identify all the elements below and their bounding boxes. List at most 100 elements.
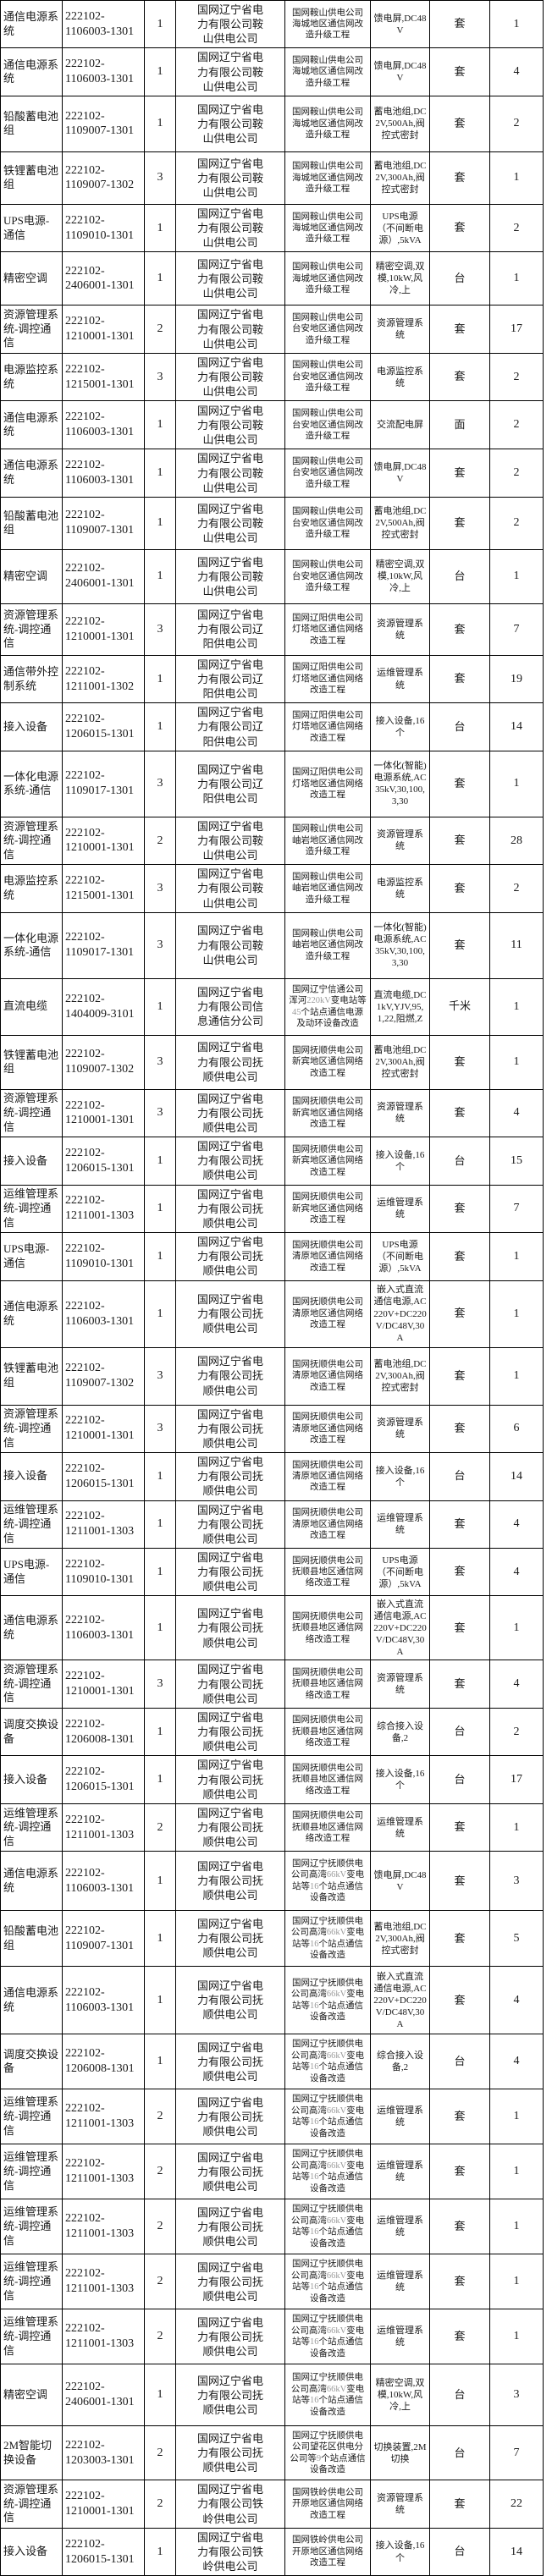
cell-material-name: 直流电缆 — [0, 977, 63, 1036]
cell-material-description-text: 运维管理系统 — [377, 2326, 423, 2348]
cell-material-description-text: 运维管理系统 — [377, 2215, 423, 2238]
cell-lot-number: 1 — [144, 1547, 176, 1597]
cell-unit: 台 — [429, 1137, 490, 1186]
cell-lot-number: 3 — [144, 1660, 176, 1709]
cell-material-name: 铁锂蓄电池组 — [0, 151, 63, 205]
cell-quantity: 1 — [489, 1346, 544, 1406]
cell-material-description-text: 精密空调,双模,10kW,风冷,上 — [375, 261, 425, 296]
cell-material-description-text: 接入设备,16个 — [375, 715, 425, 739]
cell-project-name: 国网辽宁抚顺供电公司高湾66kV变电站等16个站点通信设备改造 — [284, 2144, 371, 2200]
latin-run-text: 16 — [310, 2062, 319, 2072]
cell-material-name-text: 资源管理系统-调控通信 — [3, 1092, 59, 1133]
cell-material-name: 运维管理系统-调控通信 — [0, 1500, 63, 1549]
cell-quantity-text: 3 — [513, 2388, 520, 2402]
cell-lot-number: 1 — [144, 2527, 176, 2576]
cell-material-code: 222102-1106003-1301 — [62, 0, 145, 49]
cell-purchasing-unit-text: 国网辽宁省电力有限公司抚顺供电公司 — [196, 1355, 263, 1397]
cell-material-name-text: 接入设备 — [3, 719, 48, 733]
cell-quantity: 2 — [489, 95, 544, 152]
cell-unit-text: 套 — [454, 1565, 466, 1578]
cell-purchasing-unit: 国网辽宁省电力有限公司抚顺供电公司 — [175, 1280, 285, 1348]
cell-purchasing-unit-text: 国网辽宁省电力有限公司抚顺供电公司 — [196, 2374, 263, 2416]
cell-material-name-text: 直流电缆 — [3, 999, 48, 1013]
cell-material-name: 精密空调 — [0, 548, 63, 604]
cell-project-name-text: 国网辽宁抚顺供电公司高湾66kV变电站等16个站点通信设备改造 — [290, 2204, 365, 2248]
cell-quantity: 1 — [489, 2144, 544, 2200]
cell-lot-number-text: 2 — [157, 322, 163, 336]
latin-run-text: 16 — [310, 2117, 319, 2127]
cell-material-name: 资源管理系统-调控通信 — [0, 816, 63, 866]
cell-quantity-text: 1 — [513, 2330, 520, 2343]
latin-run-text: 66kV — [326, 1990, 347, 2000]
table-row: 运维管理系统-调控通信 222102-1211001-1303 2 国网辽宁省电力有限… — [0, 2144, 544, 2200]
cell-unit-text: 套 — [454, 1368, 466, 1382]
cell-material-name: 运维管理系统-调控通信 — [0, 2144, 63, 2200]
cell-material-description-text: 运维管理系统 — [377, 1513, 423, 1536]
cell-material-code: 222102-1206008-1301 — [62, 2034, 145, 2090]
cell-project-name: 国网抚顺供电公司清原地区通信网络改造工程 — [284, 1500, 371, 1549]
cell-quantity-text: 2 — [513, 418, 520, 432]
cell-purchasing-unit: 国网辽宁省电力有限公司抚顺供电公司 — [175, 1088, 285, 1138]
cell-quantity-text: 1 — [513, 2275, 520, 2288]
cell-material-code: 222102-2406001-1301 — [62, 251, 145, 306]
cell-project-name: 国网铁岭供电公司开原地区通信网络改造工程 — [284, 2480, 371, 2529]
cell-material-code-text: 222102-1206015-1301 — [65, 2537, 135, 2566]
cell-purchasing-unit-text: 国网辽宁省电力有限公司鞍山供电公司 — [196, 452, 263, 494]
cell-unit: 套 — [429, 1088, 490, 1138]
cell-material-code-text: 222102-1210001-1301 — [65, 614, 135, 643]
table-row: 通信电源系统 222102-1106003-1301 1 国网辽宁省电力有限公司鞍山供… — [0, 400, 544, 450]
cell-quantity-text: 1 — [513, 171, 520, 184]
cell-material-name-text: 通信电源系统 — [3, 10, 59, 37]
cell-material-description-text: 馈电屏,DC48V — [373, 13, 427, 36]
cell-material-name: 运维管理系统-调控通信 — [0, 2199, 63, 2255]
cell-project-name-text: 国网抚顺供电公司清原地区通信网络改造工程 — [292, 1297, 363, 1330]
cell-unit-text: 套 — [454, 1421, 466, 1434]
cell-quantity: 2 — [489, 496, 544, 550]
cell-lot-number-text: 1 — [157, 570, 163, 583]
cell-lot-number: 2 — [144, 816, 176, 866]
cell-material-name-text: 接入设备 — [3, 1469, 48, 1483]
cell-quantity: 1 — [489, 977, 544, 1036]
cell-material-description-text: 运维管理系统 — [377, 2105, 423, 2128]
latin-run-text: 16 — [310, 2172, 319, 2182]
cell-unit: 套 — [429, 603, 490, 656]
cell-project-name: 国网辽宁抚顺供电公司高湾66kV变电站等16个站点通信设备改造 — [284, 2089, 371, 2145]
cell-quantity-text: 2 — [513, 1725, 520, 1738]
cell-unit-text: 套 — [454, 2110, 466, 2122]
cell-purchasing-unit: 国网辽宁省电力有限公司鞍山供电公司 — [175, 47, 285, 96]
cell-unit: 套 — [429, 1404, 490, 1454]
cell-lot-number-text: 2 — [157, 2220, 163, 2233]
cell-quantity: 1 — [489, 251, 544, 306]
cell-quantity-text: 28 — [511, 834, 522, 847]
cell-material-description: 运维管理系统 — [370, 1500, 430, 1549]
cell-material-code-text: 222102-1404009-3101 — [65, 992, 135, 1021]
cell-quantity-text: 14 — [511, 2545, 522, 2558]
cell-material-code-text: 222102-1206015-1301 — [65, 1765, 135, 1794]
cell-unit: 套 — [429, 816, 490, 866]
cell-material-description: 直流电缆,DC1kV,YJV,95,1,22,阻燃,Z — [370, 977, 430, 1036]
cell-unit: 套 — [429, 1660, 490, 1709]
cell-material-description-text: 蓄电池组,DC2V,500Ah,阀控式密封 — [373, 107, 427, 141]
cell-material-code: 222102-1206015-1301 — [62, 1137, 145, 1186]
cell-project-name: 国网抚顺供电公司抚顺县地区通信网络改造工程 — [284, 1803, 371, 1852]
cell-lot-number: 1 — [144, 1184, 176, 1234]
cell-material-name-text: 接入设备 — [3, 2545, 48, 2558]
cell-material-name-text: 铁锂蓄电池组 — [3, 163, 59, 191]
cell-lot-number-text: 1 — [157, 17, 163, 30]
cell-lot-number: 1 — [144, 1755, 176, 1804]
cell-material-description-text: 资源管理系统 — [377, 318, 423, 341]
cell-purchasing-unit: 国网辽宁省电力有限公司鞍山供电公司 — [175, 449, 285, 498]
cell-unit: 套 — [429, 2144, 490, 2200]
cell-quantity-text: 1 — [513, 1369, 520, 1383]
cell-quantity: 1 — [489, 1803, 544, 1852]
cell-purchasing-unit: 国网辽宁省电力有限公司鞍山供电公司 — [175, 864, 285, 913]
cell-quantity-text: 1 — [513, 2165, 520, 2178]
cell-quantity: 19 — [489, 654, 544, 704]
cell-material-name-text: 通信电源系统 — [3, 459, 59, 487]
cell-lot-number: 1 — [144, 1137, 176, 1186]
cell-purchasing-unit: 国网辽宁省电力有限公司抚顺供电公司 — [175, 1660, 285, 1709]
latin-run-text: 66kV — [326, 1928, 347, 1938]
cell-project-name-text: 国网抚顺供电公司抚顺县地区通信网络改造工程 — [292, 1668, 363, 1700]
cell-project-name: 国网抚顺供电公司抚顺县地区通信网络改造工程 — [284, 1660, 371, 1709]
cell-material-description: 运维管理系统 — [370, 654, 430, 704]
